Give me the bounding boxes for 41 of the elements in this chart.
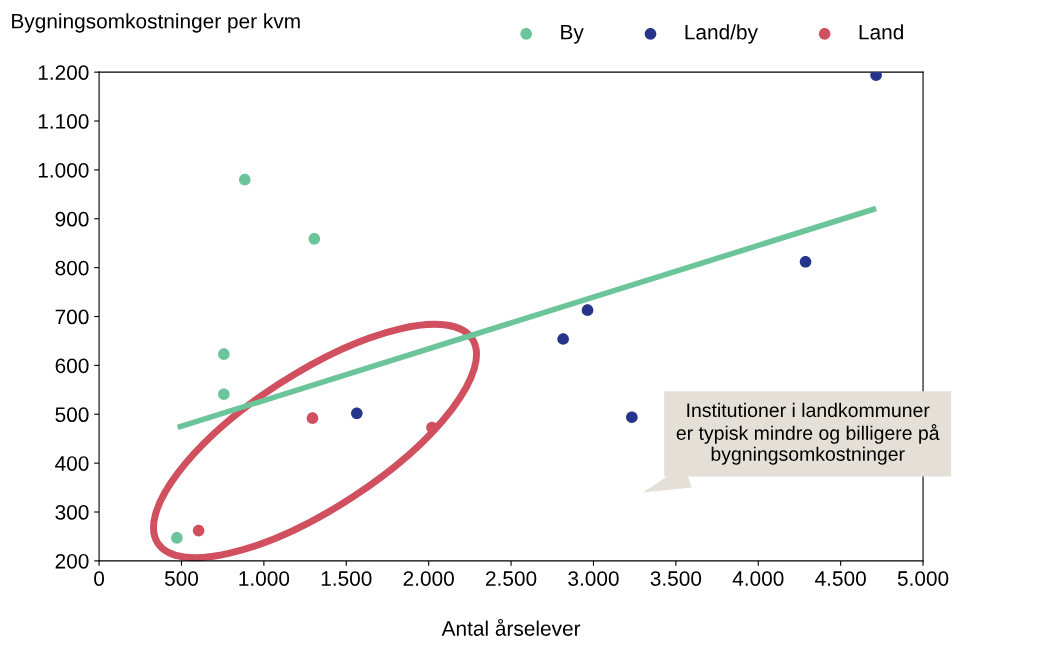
point (870, 72, 882, 81)
x-tick-label: 5.000 (897, 571, 949, 586)
y-tick-label: 500 (55, 407, 89, 423)
x-tick-label: 3.000 (568, 571, 619, 586)
x-axis-title: Antal årselever (441, 618, 581, 636)
y-tick-label: 1.100 (38, 114, 89, 129)
x-tick-label: 1.500 (321, 571, 372, 586)
legend-label: By (561, 24, 584, 44)
x-tick-label: 0 (94, 571, 105, 586)
point (557, 333, 569, 345)
y-tick-label: 900 (55, 211, 89, 227)
y-tick-label: 400 (55, 456, 89, 471)
point (218, 388, 230, 401)
legend-label: Land/by (685, 24, 758, 44)
y-axis-title: Bygningsomkostninger per kvm (12, 13, 300, 33)
point (192, 524, 205, 537)
point (308, 233, 321, 245)
x-tick-label: 500 (164, 571, 199, 586)
point (626, 411, 638, 424)
y-tick-label: 600 (55, 358, 89, 374)
point (799, 255, 812, 268)
x-tick-label: 2.000 (403, 571, 454, 586)
point (581, 304, 594, 316)
y-tick-label: 1.000 (38, 162, 89, 178)
point (306, 412, 319, 424)
y-tick-label: 700 (55, 309, 89, 325)
annotation: Institutioner i landkommuner er typisk mindre og billigere på bygningsomkostninger (676, 402, 940, 465)
x-tick-label: 3.500 (650, 571, 702, 586)
x-tick-label: 1.000 (239, 571, 290, 586)
y-tick-label: 300 (55, 505, 89, 520)
x-tick-label: 2.500 (486, 571, 537, 586)
x-tick-label: 4.500 (815, 571, 866, 586)
point (218, 348, 230, 360)
y-tick-label: 1.200 (38, 65, 89, 80)
point (238, 173, 251, 186)
point (171, 532, 183, 544)
x-tick-label: 4.000 (732, 571, 784, 586)
point (351, 407, 363, 420)
legend-label: Land (859, 24, 903, 40)
y-tick-label: 200 (55, 553, 89, 569)
y-tick-label: 800 (55, 260, 89, 276)
